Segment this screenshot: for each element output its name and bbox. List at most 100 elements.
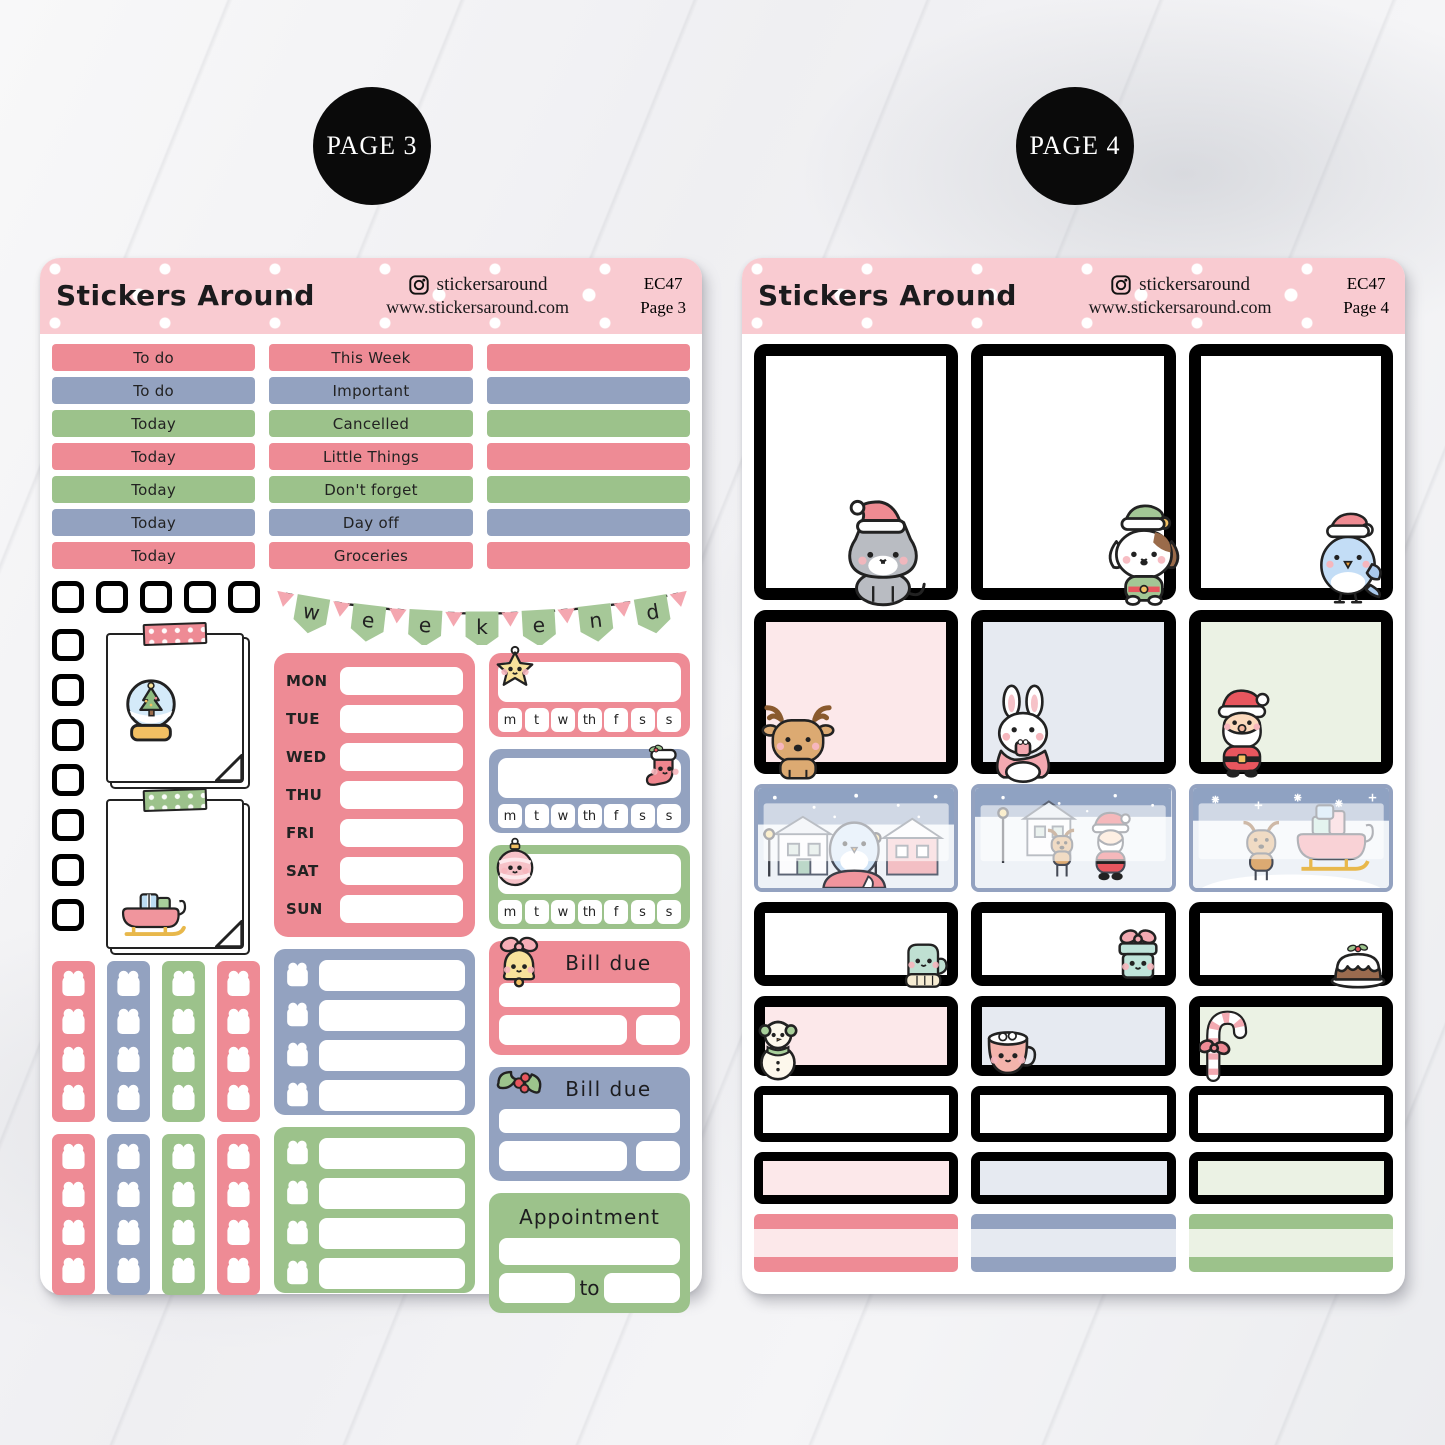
gift-checkbox-icon <box>284 1259 311 1288</box>
half-box-cell <box>754 610 959 780</box>
bill-write-field <box>499 1141 627 1171</box>
day-initial-cell: th <box>577 900 602 924</box>
icon-box-cell <box>1188 902 1393 989</box>
gift-checklist-strip-group <box>52 1134 260 1295</box>
santa-icon <box>1201 685 1283 780</box>
day-initial-cell: f <box>604 900 628 924</box>
gift-checkbox-icon <box>114 1256 143 1287</box>
gift-list-box-sticker <box>274 1127 475 1293</box>
winter-village-bird-scene <box>754 784 959 892</box>
gift-list-row <box>284 1040 465 1071</box>
weekday-write-field <box>340 667 463 695</box>
icon-box-cell <box>754 902 959 988</box>
gift-checkbox-icon <box>169 969 198 1000</box>
blank-box-sticker <box>971 1152 1176 1204</box>
label-sticker: Today <box>52 509 256 536</box>
sticker-row <box>754 1086 1393 1142</box>
day-initial-cell: th <box>577 708 602 732</box>
page-4-badge: PAGE 4 <box>1016 87 1134 205</box>
blank-box-cell <box>754 1152 959 1204</box>
gift-checklist-strip <box>217 961 260 1122</box>
page-number: Page 4 <box>1343 298 1389 317</box>
checkbox-sticker <box>52 719 84 751</box>
icon-box-cell <box>971 902 1176 986</box>
weekday-row: THU <box>286 780 463 810</box>
bill-due-label: Bill due <box>565 1077 652 1101</box>
reindeer-icon <box>756 701 840 782</box>
icon-box-cell <box>1188 996 1393 1083</box>
svg-text:w: w <box>301 599 321 626</box>
gift-checkbox-icon <box>114 1007 143 1038</box>
label-sticker: Today <box>52 542 256 569</box>
sandwich-strip-sticker <box>1188 1214 1393 1272</box>
day-initial-cell: w <box>551 804 575 828</box>
sheet3-code: EC47 Page 3 <box>640 272 686 320</box>
svg-text:e: e <box>418 613 432 638</box>
day-initial-cell: s <box>630 804 655 828</box>
svg-text:e: e <box>361 608 376 633</box>
weekday-write-field <box>340 895 463 923</box>
gift-checkbox-icon <box>284 1001 311 1030</box>
sticker-row <box>754 1152 1393 1204</box>
appointment-write-field <box>499 1238 680 1265</box>
gift-checklist-strip <box>107 1134 150 1295</box>
checkbox-sticker <box>184 581 216 613</box>
gift-checkbox-icon <box>284 1139 311 1168</box>
bill-write-field <box>499 1015 627 1045</box>
blank-label-sticker <box>486 509 690 536</box>
mitten-icon <box>896 940 952 996</box>
sticker-row <box>754 902 1393 989</box>
page-number: Page 3 <box>640 298 686 317</box>
list-write-field <box>319 1138 465 1169</box>
sheet3-rightmost-column: m t w th f s s m t w th f s s m t w th f s s Bill due Bill due… <box>489 645 690 1313</box>
bill-due-sticker: Bill due <box>489 1067 690 1181</box>
day-initial-cell: m <box>498 900 522 924</box>
page-4-badge-label: PAGE 4 <box>1029 131 1121 160</box>
weekday-label: TUE <box>286 710 320 728</box>
website-url: www.stickersaround.com <box>386 297 569 317</box>
bill-write-field <box>499 1109 680 1133</box>
checkbox-sticker <box>228 581 260 613</box>
sheet3-header: Stickers Around stickersaround www.stick… <box>40 258 702 334</box>
checkbox-sticker <box>52 764 84 796</box>
sheet4-header-contact: stickersaround www.stickersaround.com <box>1025 274 1335 318</box>
sticker-row <box>754 344 1393 607</box>
weekday-write-field <box>340 857 463 885</box>
bill-due-sticker: Bill due <box>489 936 690 1055</box>
gift-checklist-strip <box>52 961 95 1122</box>
gift-list-row <box>284 1080 465 1111</box>
gift-list-row <box>284 1178 465 1209</box>
sticker-sheet-page-4: Stickers Around stickersaround www.stick… <box>742 258 1405 1294</box>
label-sticker: Groceries <box>269 542 473 569</box>
stocking-icon <box>638 741 686 792</box>
icon-box-cell <box>971 996 1176 1076</box>
snow-globe-icon <box>120 675 182 747</box>
holly-icon <box>489 1061 549 1105</box>
appointment-time-field <box>603 1273 680 1303</box>
strip-cell <box>971 1214 1176 1272</box>
habit-tracker-sticker: m t w th f s s <box>489 744 690 833</box>
checkbox-row <box>52 581 260 613</box>
bill-due-label: Bill due <box>565 951 652 975</box>
svg-text:n: n <box>588 608 604 633</box>
day-initial-cell: t <box>524 900 549 924</box>
page-3-badge: PAGE 3 <box>313 87 431 205</box>
day-initial-cell: m <box>498 708 522 732</box>
label-sticker: To do <box>52 377 256 404</box>
label-row: Today Little Things <box>52 443 690 470</box>
label-sticker: Today <box>52 443 256 470</box>
day-initial-cell: s <box>630 900 655 924</box>
reindeer-sleigh-scene <box>1188 784 1393 892</box>
gift-checkbox-icon <box>169 1180 198 1211</box>
list-write-field <box>319 1040 465 1071</box>
appointment-time-field <box>499 1273 575 1303</box>
list-write-field <box>319 1080 465 1111</box>
folded-corner-icon <box>214 919 244 949</box>
note-paper-sticker <box>106 621 244 783</box>
blank-label-sticker <box>486 476 690 503</box>
sheet4-code: EC47 Page 4 <box>1343 272 1389 320</box>
sticker-row <box>754 996 1393 1083</box>
gift-checkbox-icon <box>59 1083 88 1114</box>
weekday-label: FRI <box>286 824 315 842</box>
